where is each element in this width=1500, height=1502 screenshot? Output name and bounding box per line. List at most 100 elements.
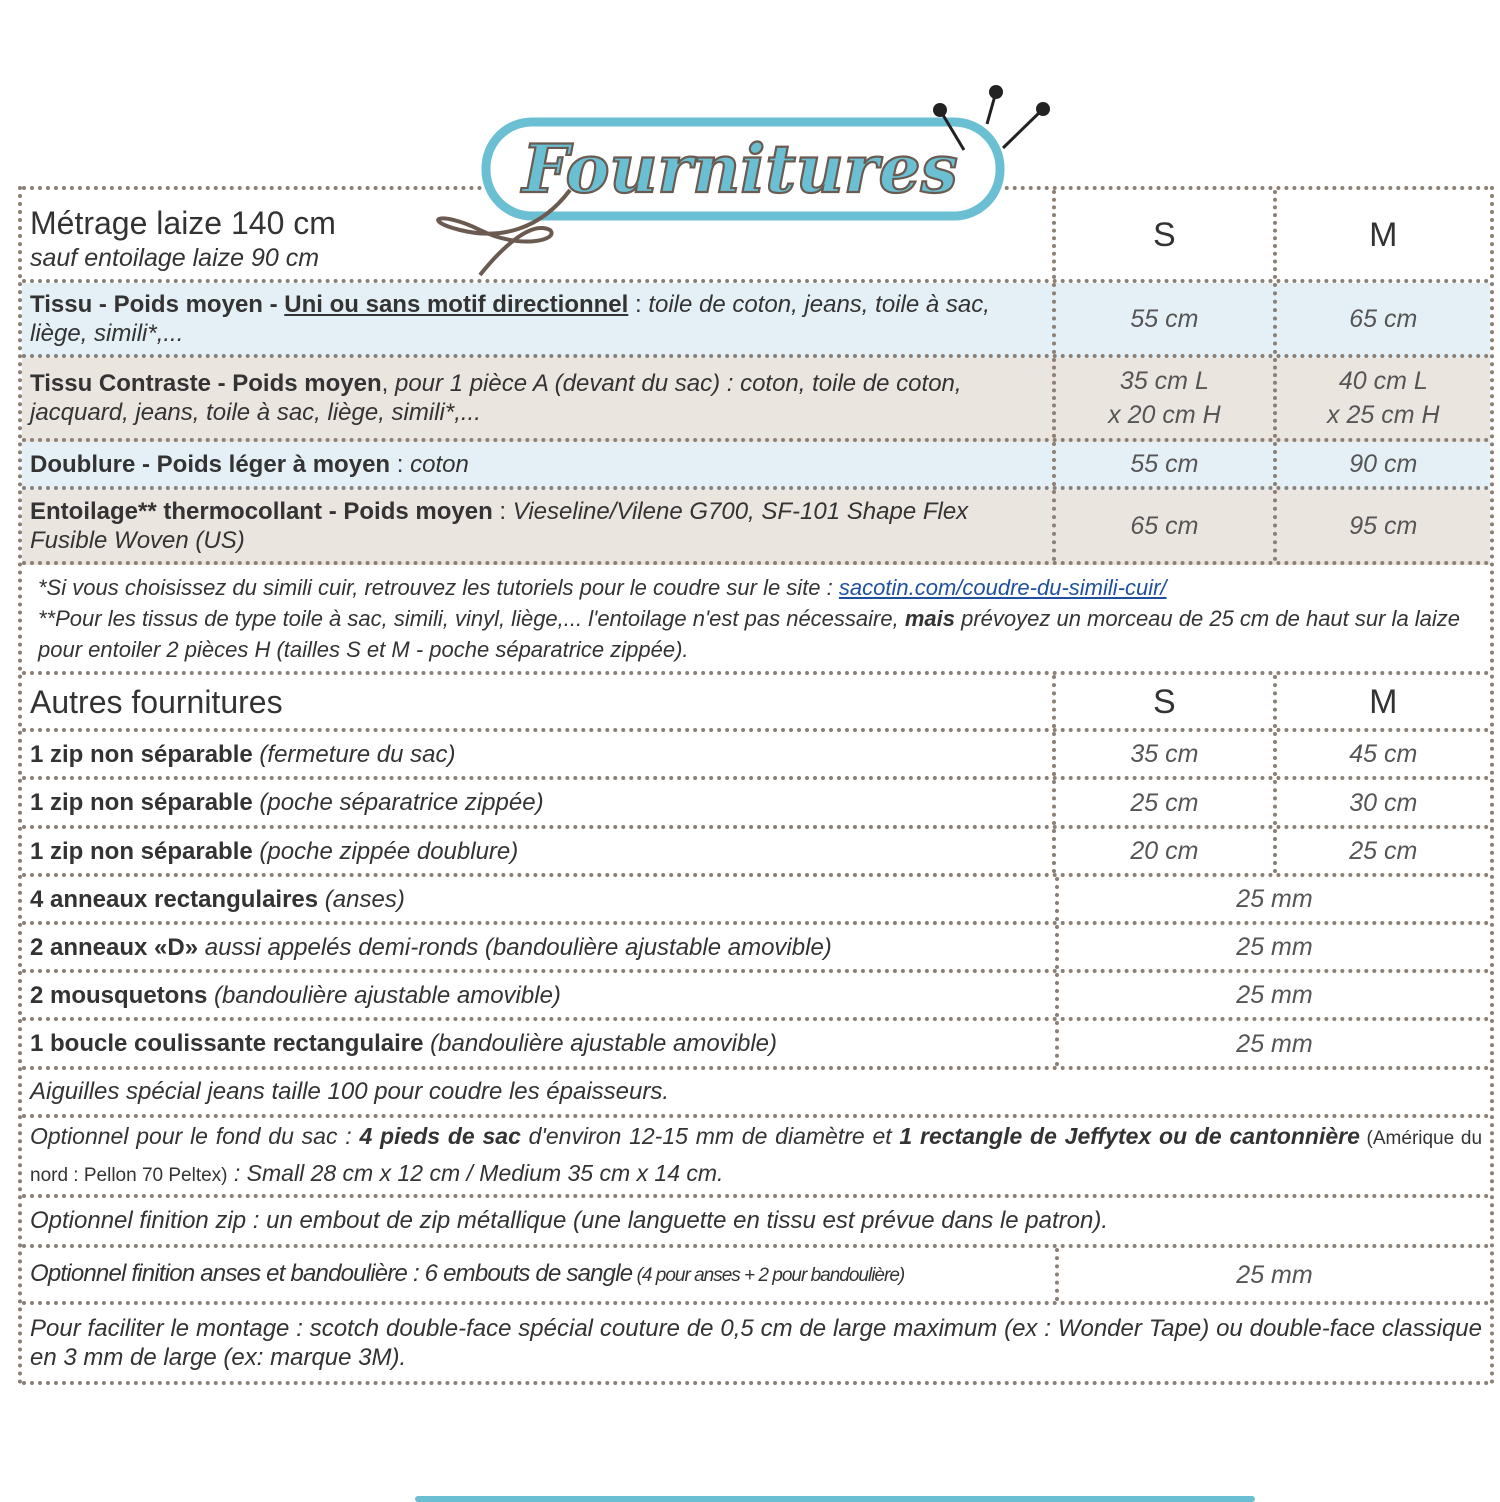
supply-row: 2 anneaux «D» aussi appelés demi-ronds (… [22, 925, 1490, 973]
size-s-value: 20 cm [1052, 829, 1272, 873]
notes: *Si vous choisissez du simili cuir, retr… [22, 565, 1490, 671]
fabric-row: Tissu - Poids moyen - Uni ou sans motif … [22, 283, 1490, 358]
supply-usage: (poche zippée doublure) [252, 837, 519, 865]
header-cell: Métrage laize 140 cm sauf entoilage laiz… [22, 190, 1052, 279]
separator: : [492, 497, 513, 525]
separator: : [628, 290, 649, 318]
supply-usage: (anses) [318, 885, 405, 913]
size-m-value: 65 cm [1272, 283, 1490, 354]
supply-usage: aussi appelés demi-ronds (bandoulière aj… [198, 933, 832, 961]
note-interfacing: **Pour les tissus de type toile à sac, s… [38, 605, 905, 631]
size-s-value: 65 cm [1052, 490, 1272, 561]
fabric-row: Entoilage** thermocollant - Poids moyen … [22, 490, 1490, 565]
supply-label: 2 mousquetons (bandoulière ajustable amo… [22, 973, 1055, 1017]
width-value: 35 cm L [1119, 367, 1209, 395]
supply-usage: (fermeture du sac) [252, 740, 456, 768]
bag-feet: 4 pieds de sac [359, 1123, 521, 1149]
fabric-examples: coton [410, 450, 469, 478]
logo-title: Fournitures [520, 130, 957, 208]
note-interfacing-rest: prévoyez un morceau de 25 cm de haut sur… [38, 605, 1461, 662]
supply-row: 1 zip non séparable (fermeture du sac) 3… [22, 732, 1490, 780]
separator: : [390, 450, 411, 478]
shared-value: 25 mm [1055, 973, 1490, 1017]
size-s-value: 55 cm [1052, 442, 1272, 486]
supply-row: 1 zip non séparable (poche séparatrice z… [22, 780, 1490, 829]
strap-finish-cell: Optionnel finition anses et bandoulière … [22, 1248, 1055, 1301]
fournitures-logo: Fournitures [436, 85, 1050, 277]
base-dimensions: : Small 28 cm x 12 cm / Medium 35 cm x 1… [227, 1160, 724, 1186]
supply-label: 1 zip non séparable (fermeture du sac) [22, 732, 1052, 776]
supplies-table: Métrage laize 140 cm sauf entoilage laiz… [18, 186, 1494, 1385]
supply-label: 4 anneaux rectangulaires (anses) [22, 877, 1055, 921]
strap-finish-detail: (4 pour anses + 2 pour bandoulière) [632, 1265, 906, 1286]
supply-label: 1 zip non séparable (poche zippée doublu… [22, 829, 1052, 873]
fabric-row: Doublure - Poids léger à moyen : coton 5… [22, 442, 1490, 490]
supply-name: 1 boucle coulissante rectangulaire [30, 1030, 424, 1057]
next-section-frame [415, 1496, 1255, 1502]
fabric-label: Tissu - Poids moyen - Uni ou sans motif … [22, 283, 1052, 354]
others-title: Autres fournitures [30, 683, 283, 720]
supply-row: 2 mousquetons (bandoulière ajustable amo… [22, 973, 1490, 1021]
supply-usage: (bandoulière ajustable amovible) [207, 981, 561, 1009]
fabric-row: Tissu Contraste - Poids moyen, pour 1 pi… [22, 358, 1490, 442]
separator: , [381, 370, 395, 397]
size-m-value: 30 cm [1272, 780, 1490, 825]
fabric-width-subtitle: sauf entoilage laize 90 cm [30, 244, 320, 272]
fabric-name: Tissu - Poids moyen - [30, 290, 285, 318]
supply-name: 2 mousquetons [30, 981, 208, 1009]
supply-usage: (bandoulière ajustable amovible) [423, 1030, 778, 1057]
thread-icon [436, 188, 572, 277]
fabric-examples: pour 1 pièce A (devant du sac) : coton, … [30, 370, 962, 426]
zip-finish-row: Optionnel finition zip : un embout de zi… [22, 1198, 1490, 1248]
supply-row: 1 boucle coulissante rectangulaire (band… [22, 1021, 1490, 1070]
fabric-examples: toile de coton, jeans, toile à sac, lièg… [30, 290, 990, 347]
north-america-note: (Amérique du nord : Pellon 70 Peltex) [30, 1128, 1483, 1186]
fabric-requirement: Uni ou sans motif directionnel [284, 290, 629, 318]
supply-name: 1 zip non séparable [30, 740, 253, 768]
height-value: x 25 cm H [1327, 401, 1440, 429]
shared-value: 25 mm [1055, 877, 1490, 921]
supply-name: 1 zip non séparable [30, 837, 253, 865]
notes-row: *Si vous choisissez du simili cuir, retr… [22, 565, 1490, 675]
bag-bottom-row: Optionnel pour le fond du sac : 4 pieds … [22, 1118, 1490, 1198]
others-header-row: Autres fournitures S M [22, 675, 1490, 732]
logo-frame [481, 117, 1005, 221]
fabric-label: Tissu Contraste - Poids moyen, pour 1 pi… [22, 358, 1052, 438]
fabric-label: Entoilage** thermocollant - Poids moyen … [22, 490, 1052, 561]
supply-row: 4 anneaux rectangulaires (anses) 25 mm [22, 877, 1490, 925]
needles-row: Aiguilles spécial jeans taille 100 pour … [22, 1070, 1490, 1118]
width-value: 40 cm L [1338, 367, 1428, 395]
tape-row: Pour faciliter le montage : scotch doubl… [22, 1305, 1490, 1385]
height-value: x 20 cm H [1108, 401, 1221, 429]
bag-feet-size: d'environ 12-15 mm de diamètre et [520, 1123, 900, 1149]
size-s-value: 35 cm [1052, 732, 1272, 776]
strap-finish-text: Optionnel finition anses et bandoulière … [30, 1260, 633, 1287]
needles-text: Aiguilles spécial jeans taille 100 pour … [30, 1078, 670, 1105]
needles-cell: Aiguilles spécial jeans taille 100 pour … [22, 1070, 1490, 1114]
supply-name: 1 zip non séparable [30, 789, 253, 816]
size-m-value: 25 cm [1272, 829, 1490, 873]
supply-label: 1 zip non séparable (poche séparatrice z… [22, 780, 1052, 825]
note-emphasis: mais [904, 605, 955, 631]
size-s-header: S [1052, 190, 1272, 279]
bag-base-rectangle: 1 rectangle de Jeffytex ou de cantonnièr… [899, 1123, 1360, 1149]
size-s-header: S [1052, 675, 1272, 728]
tutorial-link[interactable]: sacotin.com/coudre-du-simili-cuir/ [838, 574, 1167, 600]
fabric-width-title: Métrage laize 140 cm [30, 205, 336, 241]
fabric-name: Doublure - Poids léger à moyen [30, 450, 391, 478]
bag-bottom-cell: Optionnel pour le fond du sac : 4 pieds … [22, 1118, 1490, 1194]
optional-label: Optionnel pour le fond du sac : [30, 1123, 360, 1149]
pins-icon [933, 85, 1050, 151]
size-m-value: 90 cm [1272, 442, 1490, 486]
supply-label: 2 anneaux «D» aussi appelés demi-ronds (… [22, 925, 1055, 969]
size-s-value: 25 cm [1052, 780, 1272, 825]
size-m-header: M [1272, 190, 1490, 279]
note-faux-leather: *Si vous choisissez du simili cuir, retr… [38, 574, 839, 600]
shared-value: 25 mm [1055, 1021, 1490, 1066]
fabric-name: Tissu Contraste - Poids moyen [30, 370, 382, 397]
shared-value: 25 mm [1055, 925, 1490, 969]
supply-row: 1 zip non séparable (poche zippée doublu… [22, 829, 1490, 877]
shared-value: 25 mm [1055, 1248, 1490, 1301]
tape-text: Pour faciliter le montage : scotch doubl… [30, 1315, 1482, 1371]
fabric-label: Doublure - Poids léger à moyen : coton [22, 442, 1052, 486]
